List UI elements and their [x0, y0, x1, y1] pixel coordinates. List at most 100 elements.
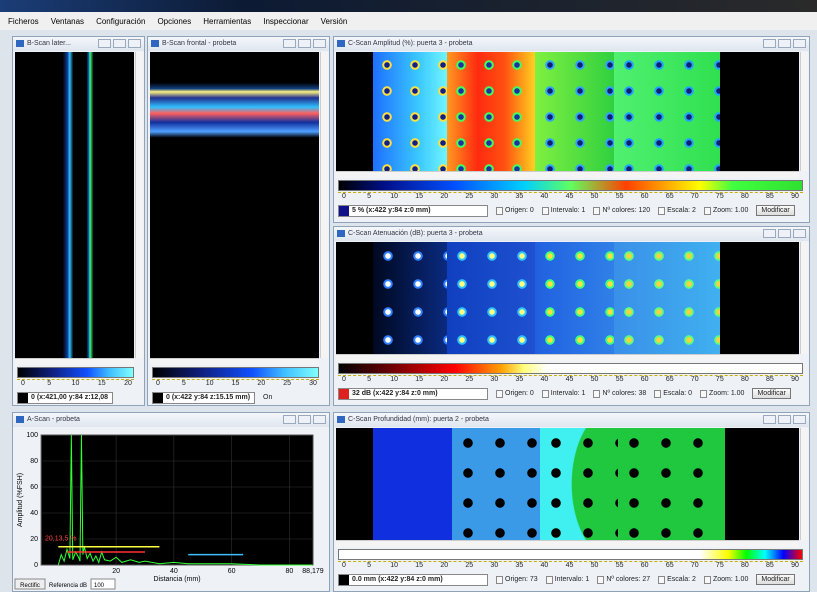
spin-button[interactable] [654, 389, 662, 398]
scale-tick-label: 75 [715, 562, 724, 569]
scale-tick-label: 5 [47, 380, 52, 387]
rectify-button[interactable] [14, 578, 46, 590]
spin-button[interactable] [496, 206, 503, 215]
control-text: Zoom: 1.00 [709, 390, 745, 397]
scrollbar[interactable] [336, 354, 799, 361]
spin-button[interactable] [597, 575, 605, 584]
menu-item[interactable]: Inspeccionar [263, 16, 309, 26]
window-button[interactable] [793, 39, 806, 48]
scale-tick-label: 90 [791, 193, 799, 200]
readout-text: 32 dB (x:422 y:84 z:0 mm) [352, 390, 438, 397]
window-button[interactable] [98, 39, 111, 48]
control-text: Origen: 73 [505, 576, 538, 583]
readout: 0.0 mm (x:422 y:84 z:0 mm) [338, 573, 488, 586]
window-button[interactable] [298, 39, 311, 48]
scan-image [336, 242, 799, 354]
scale-tick-label: 5 [367, 562, 371, 569]
window-button[interactable] [763, 39, 776, 48]
window-button[interactable] [113, 39, 126, 48]
modify-button[interactable]: Modificar [756, 574, 795, 585]
window-button[interactable] [313, 39, 326, 48]
scrollbar[interactable] [150, 358, 319, 365]
scrollbar[interactable] [336, 540, 799, 547]
scrollbar[interactable] [800, 52, 808, 171]
scale-tick-label: 35 [515, 193, 524, 200]
control: Escala: 2 [658, 206, 696, 215]
spin-button[interactable] [658, 575, 666, 584]
window-button[interactable] [793, 229, 806, 238]
scrollbar[interactable] [15, 358, 134, 365]
scrollbar[interactable] [336, 171, 799, 178]
scale-tick-label: 15 [415, 562, 424, 569]
window-button[interactable] [313, 415, 326, 424]
control: Origen: 0 [496, 206, 534, 215]
window-button[interactable] [778, 229, 791, 238]
scan-block [150, 52, 319, 358]
scale-tick-label: 30 [309, 380, 317, 387]
x-axis-label: Distancia (mm) [153, 576, 200, 583]
scale-tick-label: 70 [690, 376, 699, 383]
menu-item[interactable]: Ventanas [50, 16, 85, 26]
menu-item[interactable]: Configuración [96, 16, 146, 26]
menu-item[interactable]: Ficheros [8, 16, 39, 26]
scale-tick-label: 15 [231, 380, 240, 387]
control-text: Nº colores: 27 [606, 576, 651, 583]
window-button[interactable] [793, 415, 806, 424]
window-button[interactable] [763, 229, 776, 238]
window-button[interactable] [778, 39, 791, 48]
window-button[interactable] [283, 415, 296, 424]
scale-tick-label: 65 [665, 193, 674, 200]
scale-tick-label: 35 [515, 562, 524, 569]
window-title: C-Scan Amplitud (%): puerta 3 - probeta [334, 37, 809, 51]
menu-item[interactable]: Versión [320, 16, 348, 26]
readout-text: 0 (x:422 y:84 z:15.15 mm) [166, 394, 251, 401]
spin-button[interactable] [541, 206, 549, 215]
reference-value: 100 [94, 583, 105, 589]
control-text: Escala: 2 [667, 576, 696, 583]
status-row: 32 dB (x:422 y:84 z:0 mm) Origen: 0 Interv… [338, 387, 805, 400]
window-button[interactable] [128, 39, 141, 48]
scale-tick-label: 10 [390, 376, 399, 383]
scrollbar[interactable] [135, 52, 143, 358]
color-swatch [339, 574, 349, 585]
menu-item[interactable]: Herramientas [203, 16, 252, 26]
spin-button[interactable] [700, 389, 708, 398]
window-title: C-Scan Atenuación (dB): puerta 3 - probe… [334, 227, 809, 241]
spin-button[interactable] [541, 389, 549, 398]
spin-button[interactable] [496, 575, 503, 584]
spin-button[interactable] [496, 389, 503, 398]
spin-button[interactable] [593, 389, 601, 398]
window-button[interactable] [283, 39, 296, 48]
readout: 32 dB (x:422 y:84 z:0 mm) [338, 387, 488, 400]
reference-input[interactable] [90, 578, 116, 590]
scale-marker-line [338, 192, 803, 193]
window-panel: C-Scan Profundidad (mm): puerta 2 - prob… [333, 412, 810, 592]
control-text: Nº colores: 120 [602, 207, 651, 214]
scrollbar[interactable] [320, 52, 328, 358]
modify-button[interactable]: Modificar [756, 205, 795, 216]
readout: 0 (x:421,00 y:84 z:12,08 [17, 391, 114, 404]
scale-tick-label: 20 [440, 562, 449, 569]
scan-block [724, 428, 799, 540]
spin-button[interactable] [545, 575, 553, 584]
status-row: 0.0 mm (x:422 y:84 z:0 mm) Origen: 73 Inte… [338, 573, 805, 586]
window-button[interactable] [778, 415, 791, 424]
spin-button[interactable] [703, 575, 711, 584]
spin-button[interactable] [703, 206, 711, 215]
rectify-label: Rectific [20, 583, 40, 589]
window-panel: B-Scan later... 0 5 10 15 20 0 (x:421,00 y:84 … [12, 36, 145, 406]
menu-item[interactable]: Opciones [157, 16, 192, 26]
scrollbar[interactable] [800, 242, 808, 354]
spin-button[interactable] [658, 206, 666, 215]
window-button[interactable] [763, 415, 776, 424]
window-title: A-Scan - probeta [13, 413, 329, 427]
scale-tick-label: 10 [390, 193, 399, 200]
window-button[interactable] [298, 415, 311, 424]
modify-button[interactable]: Modificar [752, 388, 791, 399]
scrollbar[interactable] [800, 428, 808, 540]
status-row: 5 % (x:422 y:84 z:0 mm) Origen: 0 Interval… [338, 204, 805, 217]
menu-bar: Ficheros Ventanas Configuración Opciones Her… [0, 12, 817, 30]
scale-tick-label: 40 [540, 193, 549, 200]
scale-ticks: 0 5 10 15 20 25 30 35 40 45 50 55 60 65 70 75 80 85 90 [342, 562, 799, 571]
spin-button[interactable] [593, 206, 601, 215]
